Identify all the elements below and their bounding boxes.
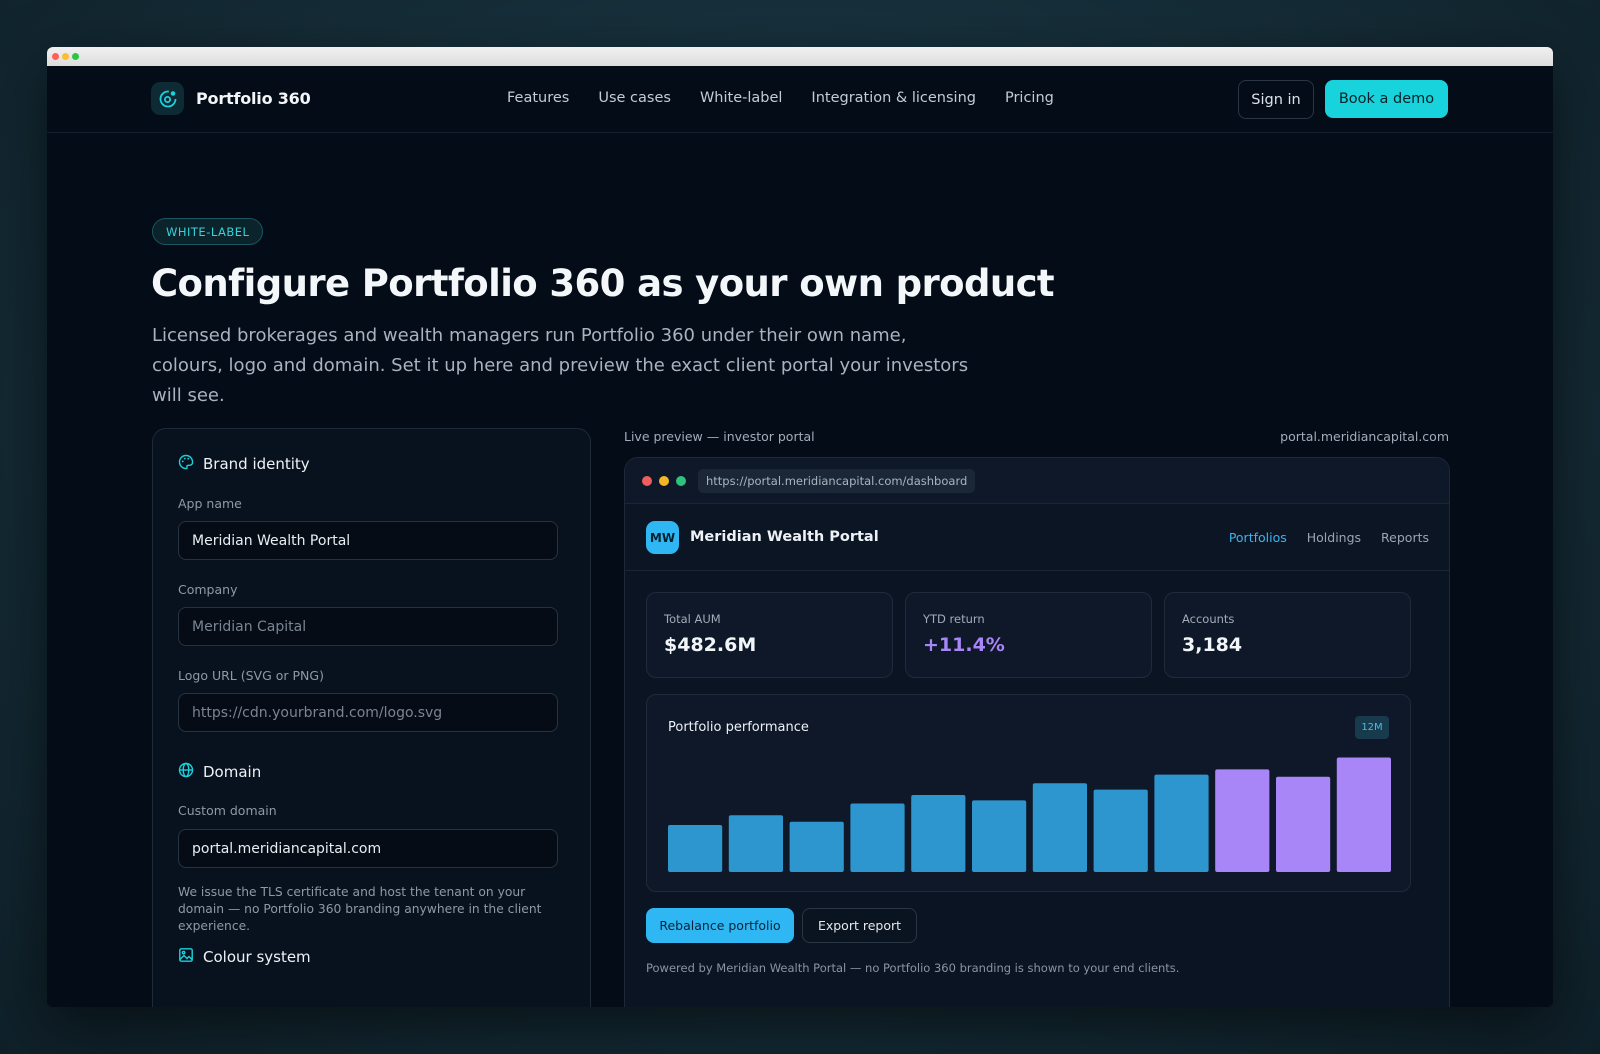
colour-system-heading: Colour system <box>178 947 311 967</box>
portal-nav: Portfolios Holdings Reports <box>1229 530 1429 545</box>
domain-hint: We issue the TLS certificate and host th… <box>178 885 542 933</box>
chart-bar-2 <box>728 815 783 872</box>
brand[interactable]: Portfolio 360 <box>151 82 311 115</box>
chart-bar-6 <box>972 800 1027 872</box>
custom-domain-input[interactable] <box>178 829 558 868</box>
portal-tab-holdings[interactable]: Holdings <box>1306 530 1362 545</box>
website: Portfolio 360 Features Use cases White-l… <box>47 66 1553 1007</box>
stat-value: $482.6M <box>664 634 757 656</box>
orbit-logo-icon <box>151 82 184 115</box>
portal-tab-portfolios[interactable]: Portfolios <box>1228 530 1287 545</box>
app-name-input[interactable] <box>178 521 558 560</box>
export-report-button[interactable]: Export report <box>802 908 917 943</box>
custom-domain-label: Custom domain <box>178 803 277 818</box>
stat-label: YTD return <box>923 612 985 626</box>
window-chrome <box>47 47 1553 66</box>
chart-bar-1 <box>668 824 723 872</box>
preview-yellow-dot <box>659 476 669 486</box>
performance-chart: Portfolio performance 12M <box>646 694 1411 892</box>
sign-in-button[interactable]: Sign in <box>1238 80 1314 119</box>
logo-url-input[interactable] <box>178 693 558 732</box>
white-label-badge: WHITE-LABEL <box>152 218 264 245</box>
stat-value: 3,184 <box>1182 634 1243 656</box>
chart-bar-10 <box>1215 769 1270 872</box>
chart-bar-3 <box>789 821 844 872</box>
stat-label: Total AUM <box>664 612 721 626</box>
bar-chart <box>668 757 1391 872</box>
app-name-label: App name <box>178 496 242 511</box>
colour-system-label: Colour system <box>203 948 311 966</box>
stat-card-ytd-return: YTD return +11.4% <box>905 592 1152 678</box>
stat-card-accounts: Accounts 3,184 <box>1164 592 1411 678</box>
chart-bar-9 <box>1154 774 1209 872</box>
chart-bar-5 <box>911 794 966 872</box>
nav-link-pricing[interactable]: Pricing <box>1004 90 1054 106</box>
close-window-button[interactable] <box>52 53 59 60</box>
book-demo-button[interactable]: Book a demo <box>1325 80 1448 118</box>
chart-bar-12 <box>1336 757 1391 872</box>
nav-links: Features Use cases White-label Integrati… <box>507 90 1083 106</box>
brand-name: Portfolio 360 <box>196 89 311 108</box>
brand-identity-heading: Brand identity <box>178 454 310 474</box>
preview-domain: portal.meridiancapital.com <box>1280 429 1449 444</box>
nav-link-white-label[interactable]: White-label <box>699 90 783 106</box>
maximize-window-button[interactable] <box>72 53 79 60</box>
preview-browser-bar: https://portal.meridiancapital.com/dashb… <box>625 458 1449 504</box>
chart-bar-4 <box>850 803 905 872</box>
preview-red-dot <box>642 476 652 486</box>
preview-label: Live preview — investor portal <box>624 429 815 444</box>
nav-link-features[interactable]: Features <box>507 90 570 106</box>
portal-header: MW Meridian Wealth Portal Portfolios Hol… <box>625 504 1449 571</box>
company-label: Company <box>178 582 238 597</box>
globe-icon <box>178 762 194 782</box>
page-title: Configure Portfolio 360 as your own prod… <box>151 262 1055 305</box>
minimize-window-button[interactable] <box>62 53 69 60</box>
page-subtitle: Licensed brokerages and wealth managers … <box>152 325 969 406</box>
palette-icon <box>178 454 194 474</box>
portal-app-name: Meridian Wealth Portal <box>690 529 879 545</box>
chart-title: Portfolio performance <box>668 720 809 735</box>
preview-green-dot <box>676 476 686 486</box>
config-card: Brand identity App name Company Logo URL… <box>152 428 591 1007</box>
company-input[interactable] <box>178 607 558 646</box>
rebalance-portfolio-button[interactable]: Rebalance portfolio <box>646 908 794 943</box>
chart-bar-11 <box>1276 776 1331 872</box>
domain-label: Domain <box>203 763 262 781</box>
chart-bar-8 <box>1093 789 1148 872</box>
nav-link-use-cases[interactable]: Use cases <box>598 90 671 106</box>
powered-by-note: Powered by Meridian Wealth Portal — no P… <box>646 961 1180 975</box>
portal-logo: MW <box>646 521 679 554</box>
browser-window: Portfolio 360 Features Use cases White-l… <box>47 47 1553 1007</box>
domain-heading: Domain <box>178 762 261 782</box>
preview-url-bar[interactable]: https://portal.meridiancapital.com/dashb… <box>698 469 976 493</box>
stat-card-total-aum: Total AUM $482.6M <box>646 592 893 678</box>
nav-link-integration-licensing[interactable]: Integration & licensing <box>811 90 976 106</box>
stat-value: +11.4% <box>923 634 1005 656</box>
brand-identity-label: Brand identity <box>203 455 310 473</box>
image-icon <box>178 947 194 967</box>
range-badge-12m[interactable]: 12M <box>1355 716 1389 739</box>
portal-tab-reports[interactable]: Reports <box>1381 530 1429 545</box>
top-nav: Portfolio 360 Features Use cases White-l… <box>47 66 1553 133</box>
logo-url-label: Logo URL (SVG or PNG) <box>178 668 324 683</box>
chart-bar-7 <box>1032 783 1087 872</box>
stat-label: Accounts <box>1182 612 1235 626</box>
portal-preview: https://portal.meridiancapital.com/dashb… <box>624 457 1450 1007</box>
